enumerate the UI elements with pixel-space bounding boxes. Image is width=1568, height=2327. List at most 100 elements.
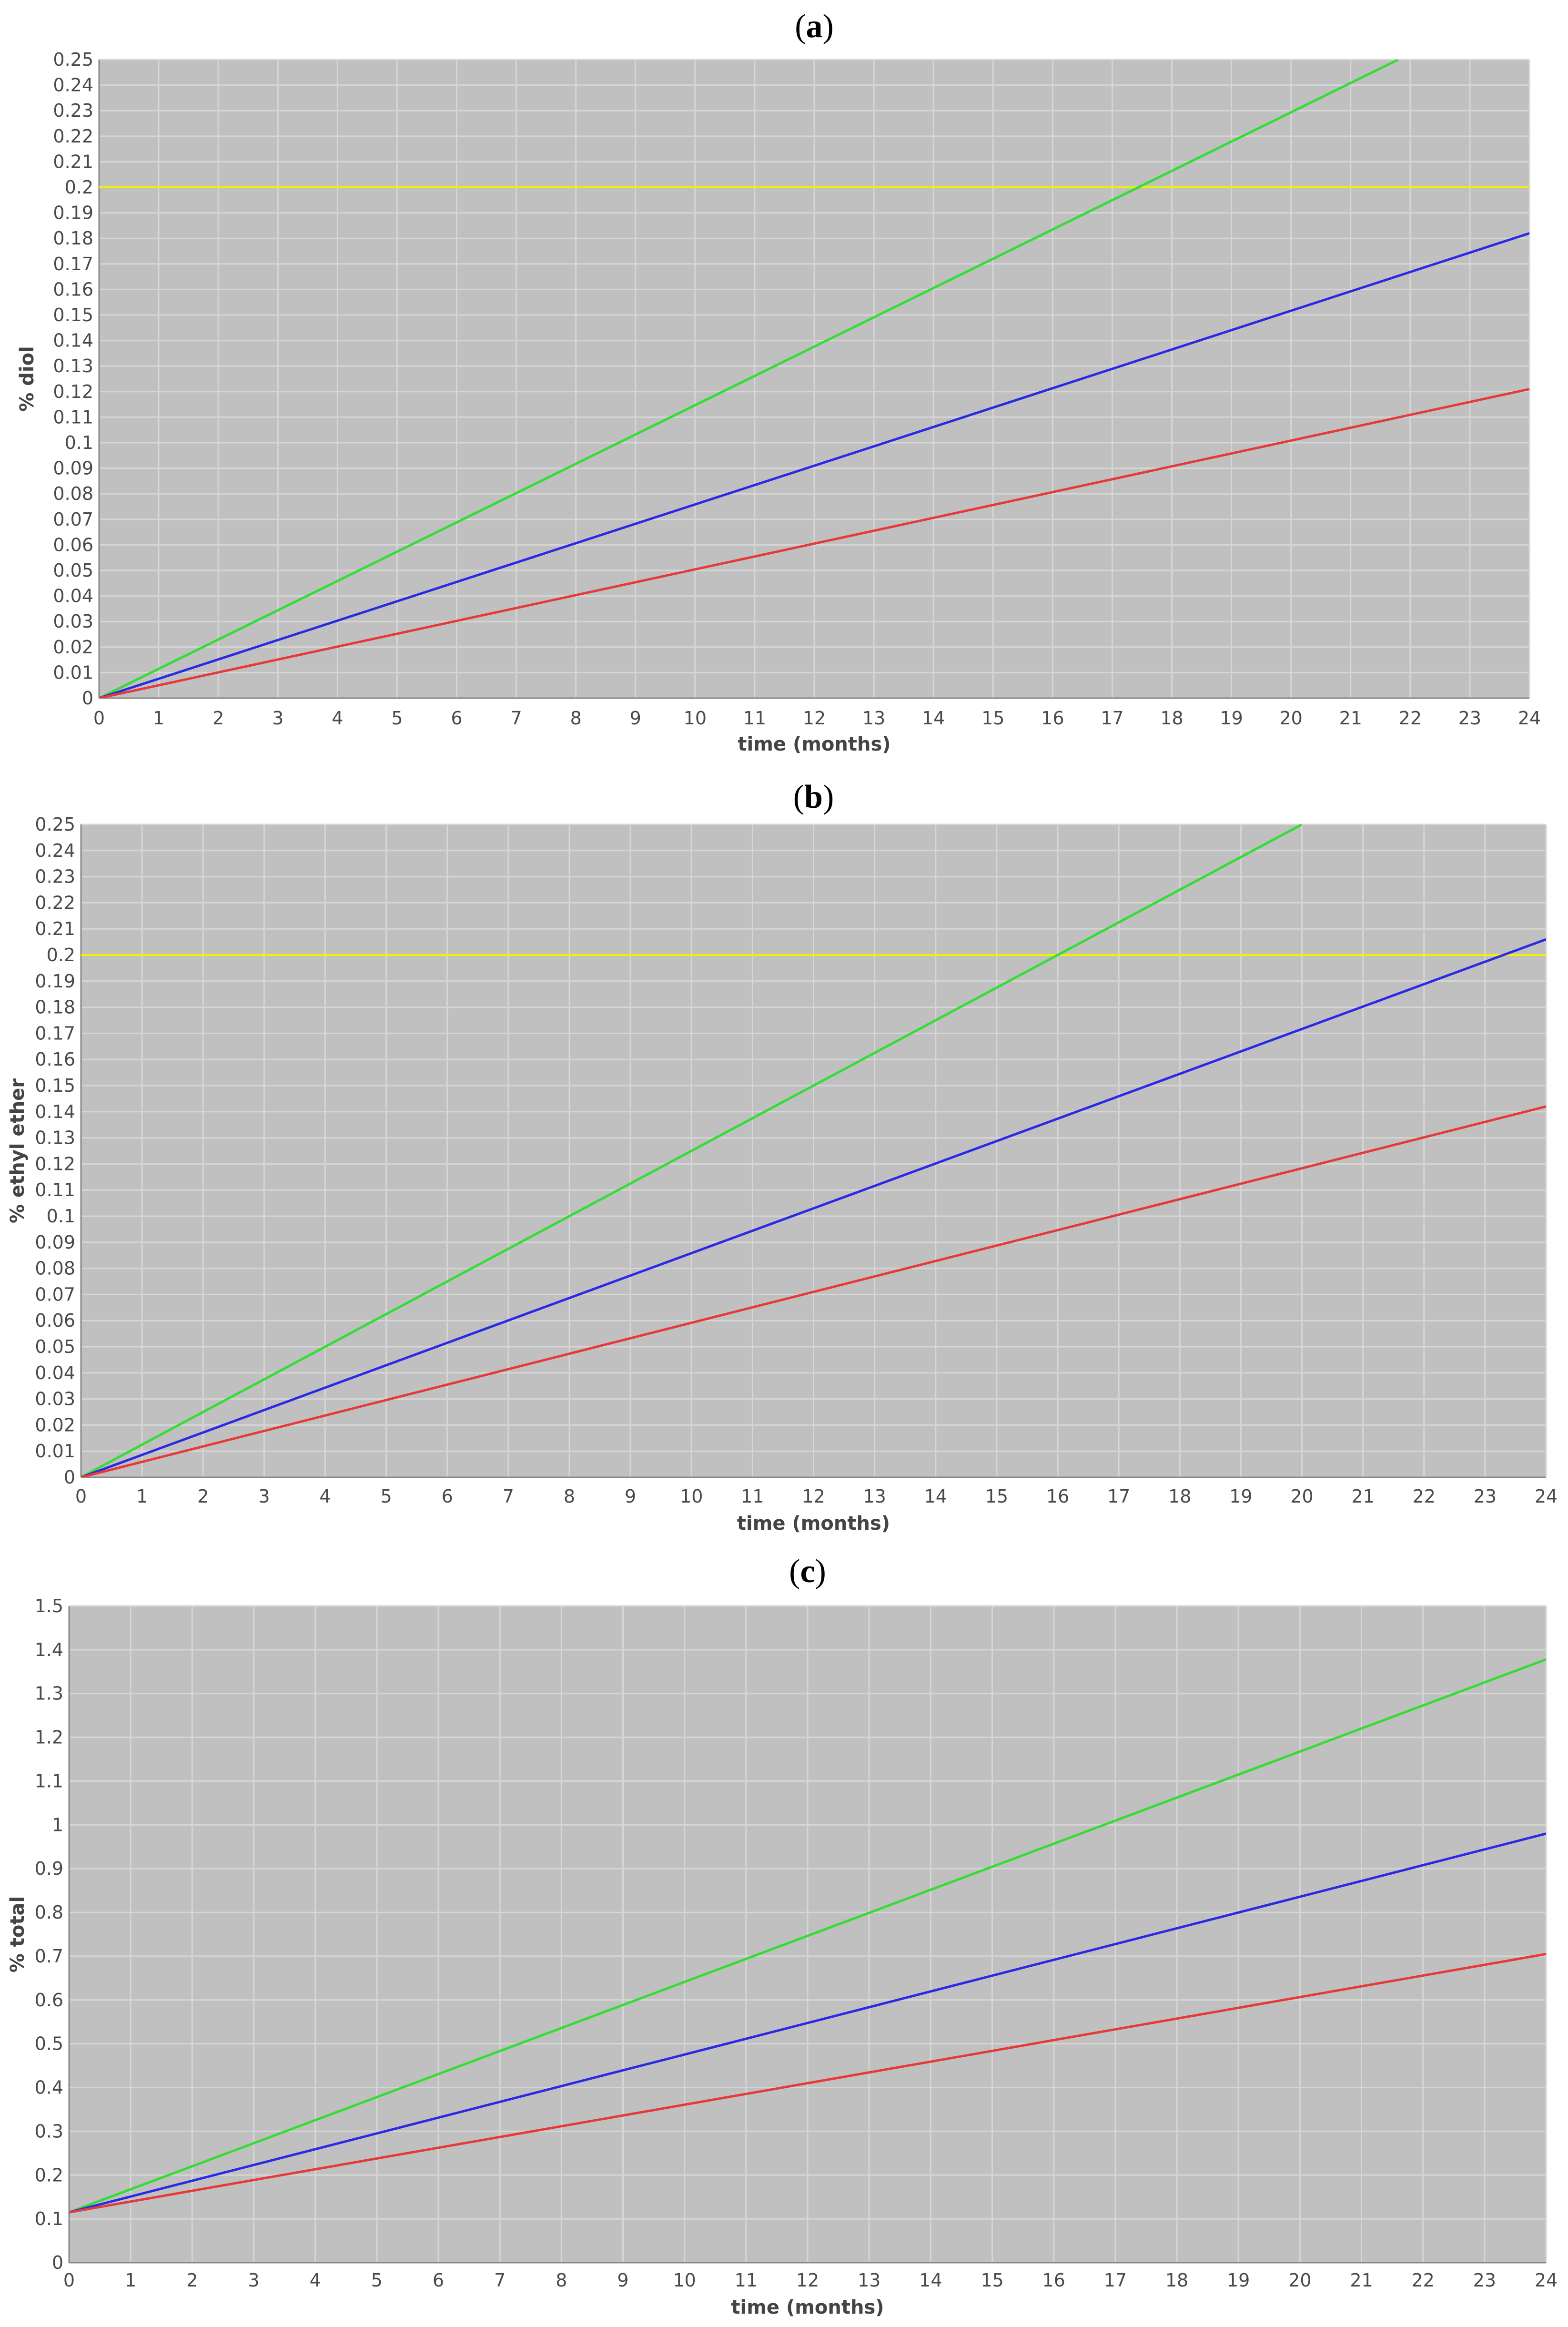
x-tick-label: 17: [1101, 708, 1123, 729]
y-tick-label: 0.1: [47, 1206, 75, 1227]
x-tick-label: 10: [680, 1486, 703, 1507]
x-tick-label: 9: [625, 1486, 636, 1507]
y-tick-label: 0.01: [53, 662, 93, 683]
y-tick-label: 0.16: [35, 1049, 75, 1070]
x-tick-label: 3: [248, 2270, 259, 2291]
y-tick-label: 0.1: [65, 432, 93, 453]
y-tick-label: 0.18: [53, 228, 93, 249]
y-tick-label: 0.22: [35, 892, 75, 913]
y-tick-label: 0.05: [53, 560, 93, 581]
chart-panel-a: (a) 0 1 2 3 4 5 6 7 8 9 10 11 12 13 14 15 16 17 18 19 20 21 22 2…: [0, 0, 1568, 772]
y-tick-label: 0.05: [35, 1336, 75, 1357]
x-axis-title: time (months): [737, 1513, 890, 1534]
x-tick-label: 2: [197, 1486, 209, 1507]
y-tick-label: 0.24: [53, 75, 93, 96]
y-tick-label: 0.08: [35, 1258, 75, 1279]
series-line-2: [69, 1832, 1546, 2214]
y-tick-label: 0.17: [35, 1023, 75, 1044]
x-tick-label: 12: [796, 2270, 819, 2291]
y-tick-label: 0.2: [47, 945, 75, 965]
panel-label: (a): [795, 8, 834, 45]
x-tick-label: 24: [1535, 1486, 1558, 1507]
y-tick-label: 0.07: [35, 1284, 75, 1305]
y-tick-label: 0.11: [35, 1179, 75, 1200]
x-tick-label: 17: [1104, 2270, 1127, 2291]
y-tick-label: 0.07: [53, 509, 93, 530]
y-tick-label: 0.15: [35, 1075, 75, 1096]
y-tick-label: 0.23: [35, 866, 75, 887]
x-tick-label: 1: [136, 1486, 148, 1507]
x-tick-label: 20: [1279, 708, 1302, 729]
x-tick-label: 6: [433, 2270, 444, 2291]
y-tick-label: 1.2: [35, 1727, 63, 1748]
series-line-1: [81, 824, 1303, 1477]
x-tick-label: 3: [272, 708, 283, 729]
x-tick-label: 21: [1339, 708, 1362, 729]
x-tick-label: 14: [919, 2270, 942, 2291]
y-tick-label: 0.01: [35, 1441, 75, 1462]
y-tick-label: 1: [52, 1814, 63, 1835]
x-tick-label: 2: [186, 2270, 198, 2291]
y-tick-label: 1.1: [35, 1770, 63, 1791]
y-tick-label: 0.02: [35, 1414, 75, 1435]
x-tick-label: 13: [858, 2270, 880, 2291]
y-tick-label: 0.2: [35, 2164, 63, 2185]
x-tick-label: 19: [1229, 1486, 1252, 1507]
y-tick-label: 0.09: [35, 1232, 75, 1253]
x-tick-label: 7: [510, 708, 522, 729]
x-tick-label: 4: [319, 1486, 331, 1507]
x-tick-label: 15: [985, 1486, 1008, 1507]
y-tick-label: 0.16: [53, 279, 93, 300]
y-axis-title: % total: [7, 1896, 29, 1972]
x-tick-label: 7: [494, 2270, 506, 2291]
y-tick-label: 0.13: [53, 356, 93, 376]
y-tick-label: 0.5: [35, 2033, 63, 2054]
y-tick-label: 0.09: [53, 458, 93, 479]
x-tick-label: 12: [803, 708, 826, 729]
chart-panel-c: (c) 0 1 2 3 4 5 6 7 8 9 10 11 12 13 14 15 16 17 18 19 20 21 22 2…: [0, 1549, 1568, 2327]
chart-svg-c: (c)0 1 2 3 4 5 6 7 8 9 10 11 12 13 14 15 16 17 18 19 20 21 22 2…: [7, 1553, 1558, 2318]
y-tick-label: 0: [64, 1467, 75, 1488]
x-tick-label: 15: [981, 708, 1004, 729]
y-tick-label: 0.14: [35, 1101, 75, 1122]
x-tick-label: 18: [1160, 708, 1183, 729]
y-tick-label: 0.19: [35, 971, 75, 992]
y-tick-label: 0.9: [35, 1858, 63, 1879]
chart-svg-b: (b)0 1 2 3 4 5 6 7 8 9 10 11 12 13 14 15 16 17 18 19 20 21 22 2…: [7, 779, 1558, 1534]
x-tick-label: 23: [1473, 2270, 1496, 2291]
series-line-3: [99, 387, 1529, 698]
y-tick-label: 0.02: [53, 637, 93, 658]
x-tick-label: 0: [75, 1486, 87, 1507]
x-tick-label: 5: [371, 2270, 383, 2291]
x-tick-label: 23: [1458, 708, 1481, 729]
x-tick-label: 6: [451, 708, 462, 729]
x-tick-label: 1: [153, 708, 164, 729]
series-line-3: [69, 1952, 1546, 2214]
y-tick-label: 0: [52, 2252, 63, 2273]
x-tick-label: 9: [617, 2270, 628, 2291]
y-tick-label: 0.03: [53, 611, 93, 632]
x-tick-label: 0: [93, 708, 105, 729]
x-tick-label: 21: [1350, 2270, 1373, 2291]
x-tick-label: 18: [1168, 1486, 1191, 1507]
x-tick-label: 8: [570, 708, 582, 729]
series-line-2: [81, 938, 1546, 1477]
x-tick-label: 10: [684, 708, 707, 729]
x-tick-label: 20: [1288, 2270, 1311, 2291]
y-tick-label: 0.12: [53, 381, 93, 402]
y-tick-label: 0.7: [35, 1946, 63, 1967]
x-tick-label: 10: [673, 2270, 696, 2291]
x-tick-label: 0: [63, 2270, 75, 2291]
x-tick-label: 8: [564, 1486, 575, 1507]
y-tick-label: 0.8: [35, 1902, 63, 1923]
x-tick-label: 13: [862, 708, 885, 729]
x-tick-label: 23: [1474, 1486, 1497, 1507]
x-tick-label: 16: [1046, 1486, 1069, 1507]
x-tick-label: 22: [1411, 2270, 1434, 2291]
y-tick-label: 0.24: [35, 840, 75, 861]
x-tick-label: 1: [125, 2270, 136, 2291]
x-tick-label: 18: [1165, 2270, 1188, 2291]
x-tick-label: 11: [735, 2270, 758, 2291]
x-tick-label: 9: [630, 708, 641, 729]
x-tick-label: 21: [1351, 1486, 1374, 1507]
